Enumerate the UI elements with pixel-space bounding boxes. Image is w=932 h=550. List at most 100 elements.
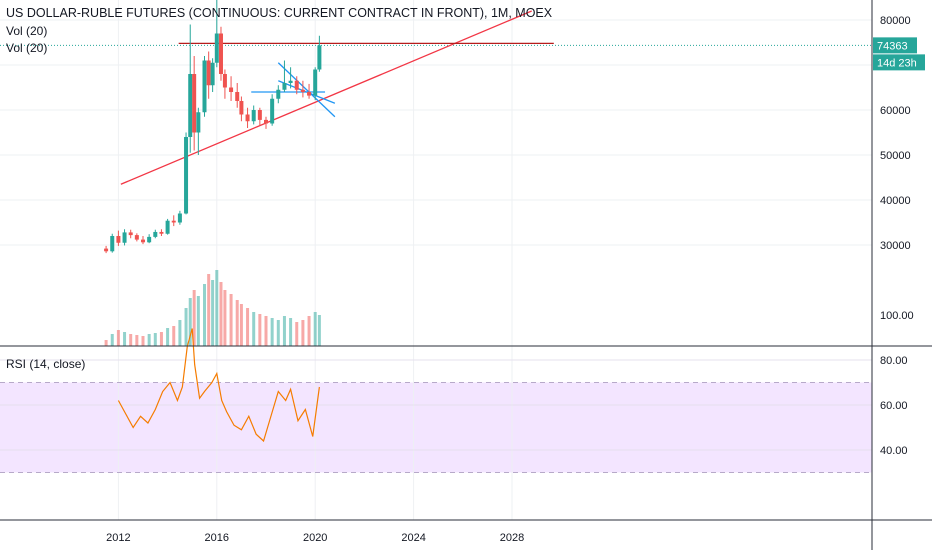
candle-body (317, 45, 322, 70)
volume-bar (317, 315, 321, 346)
volume-bar (203, 284, 206, 346)
candle-body (288, 80, 293, 83)
volume-bar (229, 294, 233, 346)
candle-body (196, 112, 201, 133)
last-price-badge (873, 37, 917, 54)
trendline-flag (277, 62, 336, 118)
candle-body (245, 114, 250, 122)
candle-body (222, 74, 227, 88)
indicator-legend-volume-2[interactable]: Vol (20) (6, 41, 48, 55)
candle-body (257, 110, 262, 120)
volume-bar (141, 336, 145, 346)
volume-bar (135, 335, 139, 346)
candle-body (110, 236, 115, 252)
candle-body (276, 89, 281, 99)
rsi-band (0, 382, 872, 473)
volume-bar (116, 330, 120, 346)
candle-body (184, 137, 189, 214)
rsi-axis-label: 100.00 (880, 310, 914, 322)
volume-bar (276, 320, 280, 346)
volume-bar (172, 326, 176, 346)
price-axis-label: 60000 (880, 105, 911, 117)
candle-body (229, 87, 234, 92)
volume-bar (159, 332, 163, 346)
volume-bar (129, 334, 133, 346)
candle-body (282, 83, 287, 90)
candle-body (210, 62, 215, 86)
volume-bar (192, 290, 196, 346)
candle-body (270, 98, 275, 124)
volume-bar (270, 318, 274, 346)
rsi-line (117, 328, 320, 443)
rsi-axis-label: 60.00 (880, 400, 908, 412)
volume-bar (215, 270, 219, 346)
candle-countdown: 14d 23h (877, 57, 917, 69)
candle-body (313, 69, 318, 96)
volume-bar (219, 282, 223, 346)
volume-bar (239, 304, 243, 346)
candle-body (192, 74, 197, 133)
candle-body (202, 60, 207, 113)
candle-body (141, 239, 145, 243)
candle-body (214, 33, 219, 63)
rsi-legend[interactable]: RSI (14, close) (6, 357, 86, 371)
candle-body (239, 101, 244, 115)
volume-bar (295, 322, 299, 346)
candle-body (218, 33, 223, 74)
candle-body (264, 119, 268, 124)
volume-bar (153, 333, 157, 346)
candle-body (188, 74, 193, 137)
volume-bar (178, 320, 182, 346)
volume-bar (188, 298, 192, 346)
candle-body (147, 236, 152, 243)
candle-body (104, 248, 109, 252)
countdown-badge (873, 54, 925, 71)
volume-bar (264, 316, 268, 346)
trendline-flag (278, 80, 336, 104)
volume-bar (211, 280, 215, 346)
price-axis-label: 80000 (880, 15, 911, 27)
candle-body (134, 235, 139, 240)
candle-body (307, 92, 312, 96)
volume-bar (166, 328, 170, 346)
volume-bar (289, 318, 293, 346)
candle-body (294, 80, 299, 90)
candle-body (165, 220, 170, 234)
candle-body (171, 220, 176, 223)
trendline-support (120, 10, 532, 185)
volume-bar (184, 308, 188, 346)
candle-body (122, 232, 127, 243)
candle-body (251, 110, 256, 122)
indicator-legend-volume-1[interactable]: Vol (20) (6, 24, 48, 38)
time-axis-label: 2028 (500, 532, 524, 544)
candle-body (153, 231, 158, 237)
volume-bar (282, 316, 286, 346)
volume-bar (104, 340, 108, 346)
price-axis-label: 30000 (880, 240, 911, 252)
candle-body (177, 213, 182, 223)
price-axis-label: 40000 (880, 195, 911, 207)
candle-body (159, 231, 164, 234)
volume-bar (235, 300, 239, 346)
candle-body (300, 89, 305, 92)
volume-bar (123, 332, 127, 346)
chart-title: US DOLLAR-RUBLE FUTURES (CONTINUOUS: CUR… (6, 6, 553, 20)
volume-bar (223, 290, 227, 346)
candle-body (128, 232, 133, 236)
volume-bar (246, 308, 250, 346)
volume-bar (313, 312, 317, 346)
volume-bar (147, 334, 151, 346)
candle-body (235, 92, 240, 101)
volume-bar (110, 334, 114, 346)
candle-body (116, 236, 121, 243)
time-axis-label: 2016 (205, 532, 229, 544)
price-axis-label: 50000 (880, 150, 911, 162)
time-axis-label: 2024 (401, 532, 425, 544)
rsi-axis-label: 80.00 (880, 355, 908, 367)
volume-bar (196, 296, 200, 346)
time-axis-label: 2012 (106, 532, 130, 544)
volume-bar (301, 320, 305, 346)
last-price-value: 74363 (877, 40, 908, 52)
